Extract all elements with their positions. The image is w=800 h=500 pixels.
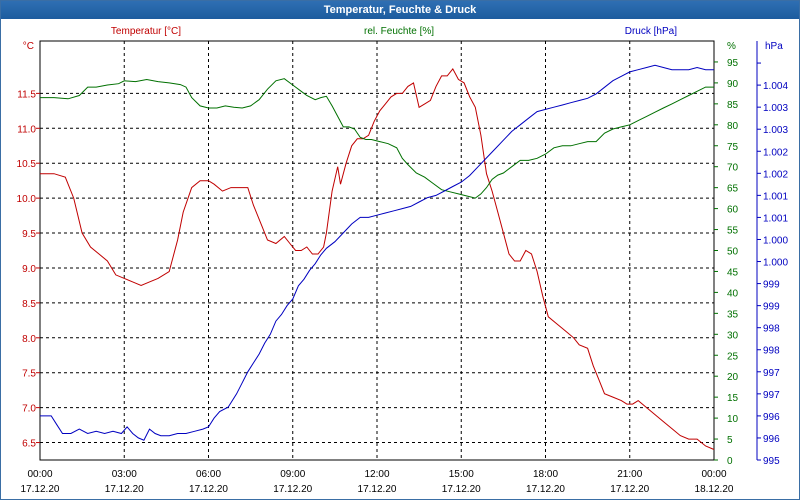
x-tick-time-label: 09:00 (280, 469, 305, 480)
humidity-tick-label: 20 (727, 372, 739, 383)
pressure-tick-label: 999 (763, 280, 780, 291)
temperature-tick-label: 7.0 (22, 404, 36, 415)
x-tick-time-label: 12:00 (364, 469, 389, 480)
temperature-unit-label: °C (23, 41, 34, 52)
pressure-tick-label: 997 (763, 368, 780, 379)
humidity-tick-label: 30 (727, 330, 739, 341)
temperature-tick-label: 11.5 (17, 89, 36, 100)
pressure-tick-label: 1.003 (763, 103, 788, 114)
humidity-tick-label: 40 (727, 288, 739, 299)
series-line-humidity (40, 78, 714, 199)
humidity-tick-label: 25 (727, 351, 739, 362)
temperature-axis-title: Temperatur [°C] (111, 26, 181, 37)
x-tick-time-label: 21:00 (617, 469, 642, 480)
temperature-tick-label: 10.0 (17, 194, 37, 205)
humidity-tick-label: 85 (727, 100, 739, 111)
window-title: Temperatur, Feuchte & Druck (1, 1, 799, 19)
x-tick-time-label: 18:00 (533, 469, 558, 480)
pressure-tick-label: 1.000 (763, 258, 788, 269)
x-tick-date-label: 17.12.20 (21, 484, 60, 495)
humidity-tick-label: 70 (727, 163, 739, 174)
humidity-tick-label: 5 (727, 435, 733, 446)
pressure-unit-label: hPa (765, 41, 783, 52)
humidity-tick-label: 75 (727, 142, 739, 153)
pressure-axis-title: Druck [hPa] (625, 26, 677, 37)
pressure-tick-label: 1.002 (763, 147, 788, 158)
humidity-tick-label: 80 (727, 121, 739, 132)
humidity-tick-label: 35 (727, 309, 739, 320)
x-tick-time-label: 15:00 (449, 469, 474, 480)
x-tick-date-label: 17.12.20 (273, 484, 312, 495)
humidity-axis-title: rel. Feuchte [%] (364, 26, 434, 37)
x-tick-time-label: 00:00 (27, 469, 52, 480)
x-tick-date-label: 17.12.20 (358, 484, 397, 495)
temperature-tick-label: 8.0 (22, 334, 36, 345)
x-tick-time-label: 06:00 (196, 469, 221, 480)
series-line-pressure (40, 64, 714, 441)
pressure-tick-label: 1.001 (763, 213, 788, 224)
temperature-tick-label: 9.5 (22, 229, 36, 240)
humidity-tick-label: 45 (727, 267, 739, 278)
pressure-tick-label: 1.001 (763, 191, 788, 202)
humidity-tick-label: 90 (727, 79, 739, 90)
pressure-tick-label: 997 (763, 390, 780, 401)
pressure-tick-label: 1.003 (763, 125, 788, 136)
x-tick-time-label: 03:00 (112, 469, 137, 480)
humidity-tick-label: 65 (727, 184, 739, 195)
pressure-tick-label: 999 (763, 302, 780, 313)
humidity-tick-label: 60 (727, 205, 739, 216)
pressure-tick-label: 995 (763, 456, 780, 467)
pressure-tick-label: 998 (763, 346, 780, 357)
x-tick-date-label: 17.12.20 (442, 484, 481, 495)
pressure-tick-label: 1.002 (763, 169, 788, 180)
humidity-tick-label: 95 (727, 58, 739, 69)
pressure-tick-label: 998 (763, 324, 780, 335)
humidity-tick-label: 0 (727, 456, 733, 467)
temperature-tick-label: 9.0 (22, 264, 36, 275)
pressure-tick-label: 1.000 (763, 235, 788, 246)
humidity-tick-label: 55 (727, 226, 739, 237)
x-tick-date-label: 17.12.20 (610, 484, 649, 495)
humidity-tick-label: 15 (727, 393, 739, 404)
humidity-tick-label: 50 (727, 247, 739, 258)
x-tick-date-label: 17.12.20 (526, 484, 565, 495)
x-tick-date-label: 17.12.20 (189, 484, 228, 495)
temperature-tick-label: 6.5 (22, 439, 36, 450)
x-tick-time-label: 00:00 (701, 469, 726, 480)
temperature-tick-label: 8.5 (22, 299, 36, 310)
temperature-tick-label: 10.5 (17, 159, 37, 170)
x-tick-date-label: 18.12.20 (695, 484, 734, 495)
temperature-tick-label: 11.0 (17, 124, 36, 135)
pressure-tick-label: 1.004 (763, 81, 788, 92)
pressure-tick-label: 996 (763, 434, 780, 445)
x-tick-date-label: 17.12.20 (105, 484, 144, 495)
pressure-tick-label: 996 (763, 412, 780, 423)
temperature-tick-label: 7.5 (22, 369, 36, 380)
humidity-unit-label: % (727, 41, 736, 52)
series-line-temperature (40, 67, 715, 450)
humidity-tick-label: 10 (727, 414, 739, 425)
